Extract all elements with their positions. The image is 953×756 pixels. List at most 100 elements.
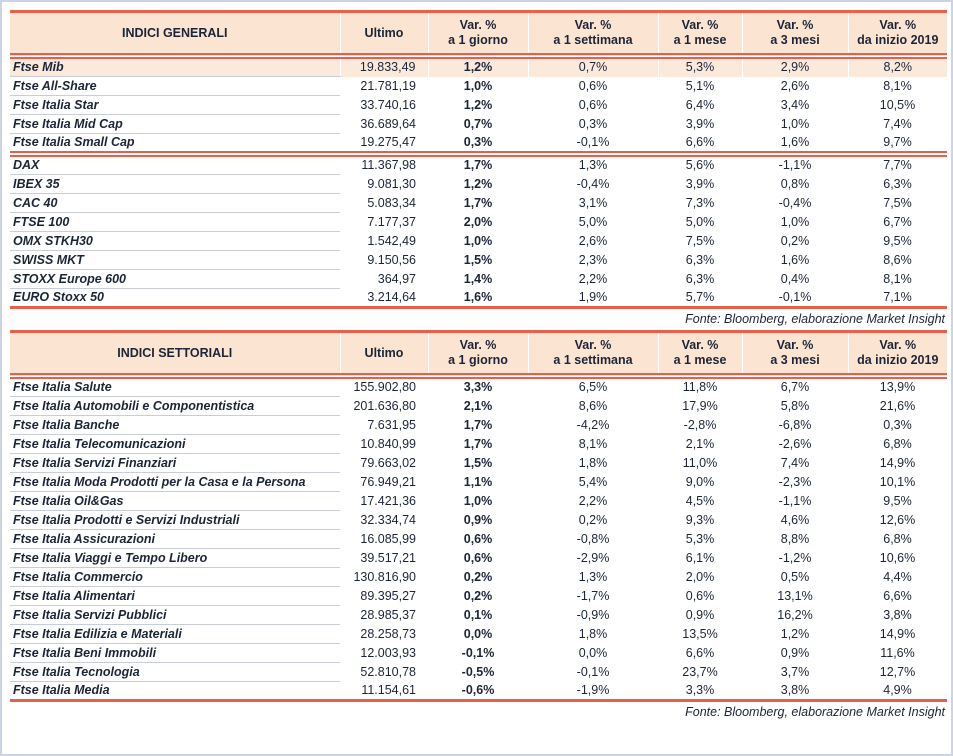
table-row: Ftse Italia Alimentari 89.395,27 0,2% -1,7%… [10,586,947,606]
var-inizio-2019-cell: 14,9% [879,455,916,470]
var-3-mesi-cell: 3,4% [780,97,810,112]
var-1-settimana-cell: 8,1% [578,436,608,451]
ultimo-value-cell: 33.740,16 [360,97,416,112]
var-1-mese-cell: 6,4% [685,97,715,112]
column-header-line: a 1 settimana [553,33,633,47]
ultimo-value-cell: 79.663,02 [360,455,416,470]
table-row: Ftse All-Share 21.781,19 1,0% 0,6% 5,1% 2,6% 8… [10,76,947,96]
var-1-settimana-cell: 2,6% [578,233,608,248]
index-name-cell: Ftse Italia Mid Cap [10,114,340,134]
table-row: Ftse Italia Banche 7.631,95 1,7% -4,2% -2,8%… [10,415,947,435]
table-row: Ftse Italia Telecomunicazioni 10.840,99 1,… [10,434,947,454]
index-name-cell: Ftse Italia Servizi Finanziari [10,453,340,473]
ultimo-value-cell: 11.154,61 [361,682,416,697]
var-inizio-2019-cell: 8,1% [883,271,912,286]
column-header-line: Var. % [459,18,497,32]
var-3-mesi-cell: 1,6% [780,134,810,149]
var-3-mesi-cell: 8,8% [780,531,810,546]
ultimo-value-cell: 19.275,47 [360,134,416,149]
ultimo-value-cell: 52.810,78 [360,664,416,679]
var-inizio-2019-cell: 9,5% [883,493,912,508]
ultimo-value-cell: 16.085,99 [360,531,416,546]
var-1-giorno-cell: -0,1% [461,645,495,660]
var-inizio-2019-cell: 9,7% [883,134,912,149]
index-name-cell: CAC 40 [10,193,340,213]
column-header-line: a 1 mese [673,353,727,367]
var-3-mesi-cell: -2,3% [778,474,812,489]
var-1-mese-cell: 5,6% [685,158,715,173]
var-3-mesi-cell: 1,2% [780,626,810,641]
index-name-cell: Ftse Italia Salute [10,376,340,397]
var-1-mese-cell: 5,7% [685,289,715,304]
ultimo-value-cell: 130.816,90 [353,569,416,584]
ultimo-value-cell: 39.517,21 [360,550,416,565]
index-name-cell: OMX STKH30 [10,231,340,251]
table-row: IBEX 35 9.081,30 1,2% -0,4% 3,9% 0,8% 6,3% [10,174,947,194]
source-note: Fonte: Bloomberg, elaborazione Market In… [685,312,945,326]
var-inizio-2019-cell: 6,6% [883,588,912,603]
var-3-mesi-cell: 2,9% [741,56,848,77]
var-1-settimana-cell: -0,8% [576,531,610,546]
var-inizio-2019-cell: 8,1% [883,78,912,93]
ultimo-value-cell: 9.150,56 [367,252,416,267]
var-1-mese-cell: 11,0% [682,455,718,470]
index-name-cell: Ftse Italia Star [10,95,340,115]
column-header-line: Var. % [879,18,917,32]
var-1-settimana-cell: 8,6% [578,398,608,413]
column-header-line: Var. % [776,338,814,352]
column-header-var-3-mesi: Var. % a 3 mesi [741,11,848,56]
var-1-settimana-cell: 1,8% [578,455,608,470]
var-inizio-2019-cell: 6,7% [883,214,912,229]
var-3-mesi-cell: -1,1% [778,493,812,508]
var-3-mesi-cell: 3,8% [780,682,810,697]
index-name-cell: STOXX Europe 600 [10,269,340,289]
var-3-mesi-cell: -0,4% [778,195,812,210]
var-inizio-2019-cell: 6,3% [883,176,912,191]
column-header-ultimo: Ultimo [339,11,428,56]
column-header-var-1-giorno: Var. % a 1 giorno [427,11,528,56]
var-1-giorno-cell: 1,7% [463,417,493,432]
var-1-settimana-cell: 0,0% [578,645,608,660]
var-1-giorno-cell: 0,2% [463,588,493,603]
var-3-mesi-cell: 13,1% [777,588,813,603]
var-3-mesi-cell: 1,0% [780,214,810,229]
var-1-settimana-cell: 0,6% [578,78,608,93]
var-3-mesi-cell: 0,5% [780,569,810,584]
table-title: INDICI GENERALI [121,25,228,40]
column-header-line: Var. % [574,18,612,32]
ultimo-value-cell: 21.781,19 [360,78,416,93]
var-1-mese-cell: 0,9% [685,607,715,622]
var-1-giorno-cell: 1,5% [463,252,493,267]
var-3-mesi-cell: 0,8% [780,176,810,191]
var-1-mese-cell: 23,7% [682,664,718,679]
index-name-cell: Ftse Italia Servizi Pubblici [10,605,340,625]
var-1-giorno-cell: 1,2% [463,97,493,112]
table-row: Ftse Italia Small Cap 19.275,47 0,3% -0,1% 6… [10,134,947,155]
var-1-mese-cell: 6,1% [685,550,715,565]
var-1-giorno-cell: 1,0% [463,493,493,508]
column-header-var-1-mese: Var. % a 1 mese [657,331,742,376]
index-name-cell: Ftse Italia Oil&Gas [10,491,340,511]
var-inizio-2019-cell: 10,1% [879,474,916,489]
var-1-settimana-cell: 2,3% [578,252,608,267]
ultimo-value-cell: 17.421,36 [360,493,416,508]
var-1-giorno-cell: 0,2% [463,569,493,584]
column-header-line: a 1 giorno [448,353,508,367]
table-section: Ftse Mib 19.833,49 1,2% 0,7% 5,3% 2,9% 8,2% Fts… [10,56,947,154]
var-1-settimana-cell: -0,1% [576,134,610,149]
var-3-mesi-cell: 2,6% [780,78,810,93]
table-row: Ftse Italia Media 11.154,61 -0,6% -1,9% 3,3%… [10,682,947,701]
var-1-settimana-cell: -2,9% [576,550,610,565]
index-name-cell: Ftse Italia Media [13,683,110,697]
indici-generali-table: INDICI GENERALI Ultimo Var. % a 1 giorno… [10,10,947,309]
index-name-cell: Ftse Italia Edilizia e Materiali [10,624,340,644]
column-header-line: da inizio 2019 [857,33,939,47]
index-name-cell: SWISS MKT [10,250,340,270]
var-1-settimana-cell: 0,7% [527,56,658,77]
table-row: Ftse Mib 19.833,49 1,2% 0,7% 5,3% 2,9% 8,2% [10,56,947,77]
ultimo-value-cell: 28.258,73 [360,626,416,641]
column-header-line: Var. % [681,18,719,32]
ultimo-value-cell: 89.395,27 [360,588,416,603]
var-1-mese-cell: 2,0% [685,569,715,584]
column-header-var-1-settimana: Var. % a 1 settimana [527,331,658,376]
